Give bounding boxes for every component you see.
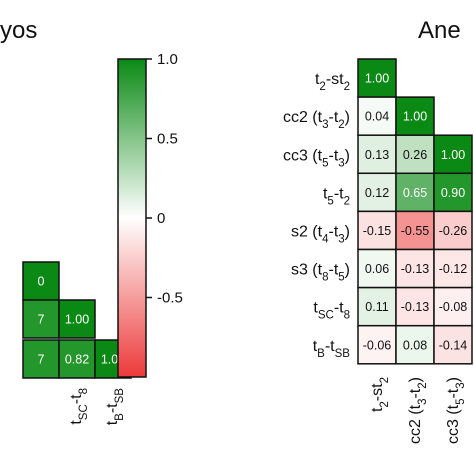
right-row-label: cc2 (t3-t2) bbox=[283, 109, 350, 131]
left-panel-title: yos bbox=[0, 17, 37, 44]
right-heatmap-cell bbox=[357, 96, 397, 136]
svg-text:tB-tSB: tB-tSB bbox=[313, 338, 351, 360]
left-cell-value: 7 bbox=[38, 353, 45, 367]
right-column-label: cc2 (t3-t2) bbox=[407, 377, 429, 444]
right-row-label: t2-st2 bbox=[315, 71, 350, 93]
right-cell-value: 1.00 bbox=[403, 110, 427, 124]
right-cell-value: 0.12 bbox=[365, 186, 389, 200]
colorbar-tick-label: 0.5 bbox=[157, 131, 178, 148]
svg-text:tB-tSB: tB-tSB bbox=[104, 388, 126, 426]
right-cell-value: -0.26 bbox=[439, 224, 468, 238]
right-cell-value: -0.13 bbox=[401, 262, 430, 276]
colorbar-tick-label: 1.0 bbox=[157, 51, 178, 68]
left-cell-value: 1.00 bbox=[65, 313, 89, 327]
right-heatmap-cell bbox=[357, 248, 397, 289]
right-heatmap-cell bbox=[395, 134, 435, 175]
right-heatmap-panel: Ane 1.00 0.04 1.00 0.13 0.26 1.00 0.12 0.65 0.90 -… bbox=[283, 17, 473, 444]
right-cell-value: -0.14 bbox=[439, 338, 468, 352]
right-cell-value: 0.06 bbox=[365, 262, 389, 276]
svg-text:cc3 (t5-t3): cc3 (t5-t3) bbox=[283, 147, 350, 169]
right-row-label: tB-tSB bbox=[313, 338, 351, 360]
right-heatmap-cell bbox=[357, 210, 397, 251]
svg-text:t2-st2: t2-st2 bbox=[315, 71, 350, 93]
right-row-label: t5-t2 bbox=[323, 185, 350, 207]
right-row-label: s2 (t4-t3) bbox=[291, 223, 350, 245]
colorbar: 1.0 0.5 0 -0.5 bbox=[117, 51, 183, 378]
right-cell-value: -0.55 bbox=[401, 224, 430, 238]
right-cell-value: 0.26 bbox=[403, 148, 427, 162]
svg-text:s3 (t8-t5): s3 (t8-t5) bbox=[291, 262, 350, 284]
right-cell-value: 0.13 bbox=[365, 148, 389, 162]
right-heatmap-cell bbox=[395, 324, 435, 365]
right-cell-value: 0.11 bbox=[365, 300, 388, 314]
left-column-label: tB-tSB bbox=[104, 388, 126, 426]
left-heatmap-cell bbox=[22, 299, 60, 339]
svg-text:tSC-t8: tSC-t8 bbox=[313, 300, 350, 322]
right-row-label: s3 (t8-t5) bbox=[291, 262, 350, 284]
right-panel-title: Ane bbox=[418, 17, 461, 44]
right-heatmap-cell bbox=[357, 58, 397, 98]
right-column-label: cc3 (t5-t3) bbox=[445, 377, 467, 444]
left-cell-value: 0.82 bbox=[65, 353, 89, 367]
right-cell-value: 1.00 bbox=[365, 72, 389, 86]
right-heatmap-cell bbox=[357, 134, 397, 175]
right-heatmap-cell bbox=[357, 324, 397, 365]
colorbar-gradient bbox=[117, 58, 147, 378]
svg-text:t2-st2: t2-st2 bbox=[369, 377, 391, 412]
right-heatmap-cell bbox=[433, 248, 473, 289]
right-cell-value: 0.65 bbox=[403, 186, 427, 200]
right-cell-value: -0.13 bbox=[401, 300, 430, 314]
left-column-label: tSC-t8 bbox=[68, 388, 90, 425]
right-row-label: cc3 (t5-t3) bbox=[283, 147, 350, 169]
colorbar-tick-label: 0 bbox=[157, 210, 165, 227]
svg-text:tSC-t8: tSC-t8 bbox=[68, 388, 90, 425]
right-cell-value: 1.00 bbox=[441, 148, 465, 162]
right-cell-value: -0.15 bbox=[363, 224, 392, 238]
svg-text:cc2 (t3-t2): cc2 (t3-t2) bbox=[407, 377, 429, 444]
right-column-label: t2-st2 bbox=[369, 377, 391, 412]
right-cell-value: -0.08 bbox=[439, 300, 468, 314]
svg-text:t5-t2: t5-t2 bbox=[323, 185, 350, 207]
left-cell-value: 7 bbox=[38, 313, 45, 327]
svg-text:s2 (t4-t3): s2 (t4-t3) bbox=[291, 223, 350, 245]
right-cell-value: 0.08 bbox=[403, 338, 427, 352]
svg-text:cc2 (t3-t2): cc2 (t3-t2) bbox=[283, 109, 350, 131]
right-cell-value: -0.06 bbox=[363, 338, 392, 352]
right-heatmap-cell bbox=[357, 286, 397, 327]
right-cell-value: 0.04 bbox=[365, 110, 389, 124]
right-row-label: tSC-t8 bbox=[313, 300, 350, 322]
svg-text:cc3 (t5-t3): cc3 (t5-t3) bbox=[445, 377, 467, 444]
colorbar-tick-label: -0.5 bbox=[157, 290, 183, 307]
right-heatmap-cell bbox=[433, 172, 473, 213]
left-heatmap-cell bbox=[58, 339, 96, 379]
left-cell-value: 0 bbox=[38, 275, 45, 289]
right-heatmap-cell bbox=[433, 324, 473, 365]
right-cell-value: 0.90 bbox=[441, 186, 465, 200]
left-heatmap-cell bbox=[58, 299, 96, 339]
right-cell-value: -0.12 bbox=[439, 262, 468, 276]
